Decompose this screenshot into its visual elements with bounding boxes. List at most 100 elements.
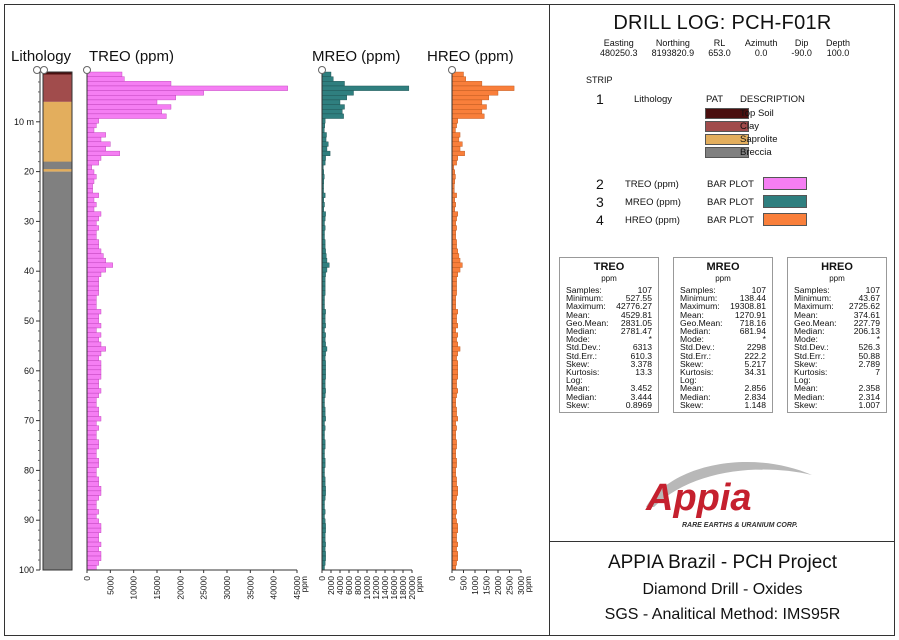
hreo-bar	[451, 360, 458, 366]
hreo-bar	[451, 192, 457, 198]
hreo-bar	[451, 346, 461, 352]
appia-logo: Appia RARE EARTHS & URANIUM CORP.	[645, 461, 812, 529]
hreo-bar	[451, 332, 458, 338]
treo-x-tick-label: 10000	[129, 576, 139, 600]
treo-bar	[86, 532, 99, 538]
hreo-bar	[451, 290, 457, 296]
hreo-bar	[451, 430, 456, 436]
hreo-bar	[451, 285, 457, 291]
strip-label: STRIP	[586, 75, 613, 85]
hreo-bar	[451, 309, 458, 315]
mreo-bar	[321, 150, 331, 156]
treo-x-tick-label: 25000	[199, 576, 209, 600]
treo-header: TREO (ppm)	[89, 48, 175, 65]
hreo-bar	[451, 267, 461, 273]
treo-bar	[86, 444, 99, 450]
treo-bar	[86, 420, 97, 426]
stats-label: Samples:	[680, 285, 716, 295]
stats-label: Median:	[794, 391, 825, 402]
treo-bar	[86, 467, 97, 473]
collar-col-easting: Easting 480250.3	[600, 38, 638, 58]
hreo-bar	[451, 239, 457, 245]
stats-label: Std.Dev.:	[680, 342, 715, 353]
mreo-bar	[321, 211, 326, 217]
stats-label: Mode:	[566, 334, 590, 345]
strip-4-name: HREO (ppm)	[625, 215, 680, 226]
mreo-bar	[321, 541, 326, 547]
page-frame	[4, 4, 895, 636]
treo-bar	[86, 499, 97, 506]
stats-label: Skew:	[566, 358, 590, 369]
treo-bar	[86, 351, 102, 357]
stats-value: 2.789	[858, 358, 880, 369]
treo-bar	[86, 244, 99, 250]
stats-row: Skew: 2.789	[788, 358, 886, 369]
treo-swatch	[763, 177, 807, 190]
treo-bar	[86, 150, 120, 156]
treo-bar	[86, 476, 99, 482]
hreo-bar	[451, 230, 456, 236]
stats-row: Skew: 1.148	[674, 400, 772, 409]
logo-swoosh-grey	[646, 461, 812, 507]
clay-swatch	[705, 121, 749, 132]
mreo-bar	[321, 365, 326, 371]
stats-value: 42776.27	[616, 301, 652, 312]
hreo-bar	[451, 365, 458, 371]
stats-row: Std.Dev.: 6313	[560, 343, 658, 352]
mreo-bar	[321, 369, 326, 375]
treo-bar	[86, 365, 102, 371]
hreo-x-tick-label: 0	[447, 576, 457, 581]
hreo-bar	[451, 109, 483, 115]
treo-bar	[86, 369, 102, 375]
stats-value: 2.314	[858, 391, 880, 402]
mreo-bar	[321, 486, 326, 492]
collar-col-rl: RL 653.0	[708, 38, 731, 58]
treo-x-tick-label: 5000	[105, 576, 115, 595]
stats-row: Skew: 0.8969	[560, 400, 658, 409]
mreo-bar	[321, 104, 345, 110]
treo-bar	[86, 225, 99, 231]
stats-label: Minimum:	[680, 293, 718, 304]
hreo-bar	[451, 276, 457, 282]
hreo-bar	[451, 495, 457, 501]
stats-label: Median:	[566, 326, 597, 337]
hreo-bar	[451, 216, 457, 222]
stats-value: 1.007	[858, 399, 880, 410]
treo-x-tick-label: 40000	[269, 576, 279, 600]
hreo-bar	[451, 476, 457, 482]
stats-title: HREO	[821, 261, 853, 273]
stats-box-treo: TREO ppm Samples: 107 Minimum: 527.55 Maximum:…	[559, 257, 659, 413]
treo-bar	[86, 406, 99, 412]
depth-tick-label: 50	[24, 316, 34, 326]
treo-bar	[86, 458, 99, 464]
treo-bar	[86, 551, 102, 557]
log-plot-area	[4, 4, 550, 636]
stats-label: Median:	[680, 326, 711, 337]
stats-value: 107	[865, 285, 880, 295]
stats-value: 34.31	[744, 367, 766, 378]
stats-value: 2298	[746, 342, 766, 353]
treo-bar	[86, 509, 99, 515]
stats-label: Std.Err.:	[566, 350, 598, 361]
hreo-bar	[451, 541, 458, 547]
strip-1-name: Lithology	[634, 94, 673, 105]
stats-row: Median: 681.94	[674, 326, 772, 337]
treo-bar	[86, 257, 106, 264]
treo-bar	[86, 383, 99, 389]
treo-bar	[86, 462, 99, 468]
collar-col-depth: Depth 100.0	[825, 38, 850, 58]
treo-bar	[86, 132, 106, 138]
stats-label: Minimum:	[794, 293, 832, 304]
stats-value: 206.13	[853, 326, 880, 337]
hreo-bar	[451, 527, 458, 533]
hreo-bar	[451, 374, 458, 380]
treo-bar	[86, 472, 97, 478]
stats-row: Std.Err.: 222.2	[674, 351, 772, 360]
hreo-bar	[451, 113, 485, 119]
stats-label: Median:	[566, 391, 597, 402]
hreo-bar	[451, 150, 465, 156]
stats-label: Log:	[794, 375, 811, 386]
mreo-bar	[321, 85, 410, 91]
